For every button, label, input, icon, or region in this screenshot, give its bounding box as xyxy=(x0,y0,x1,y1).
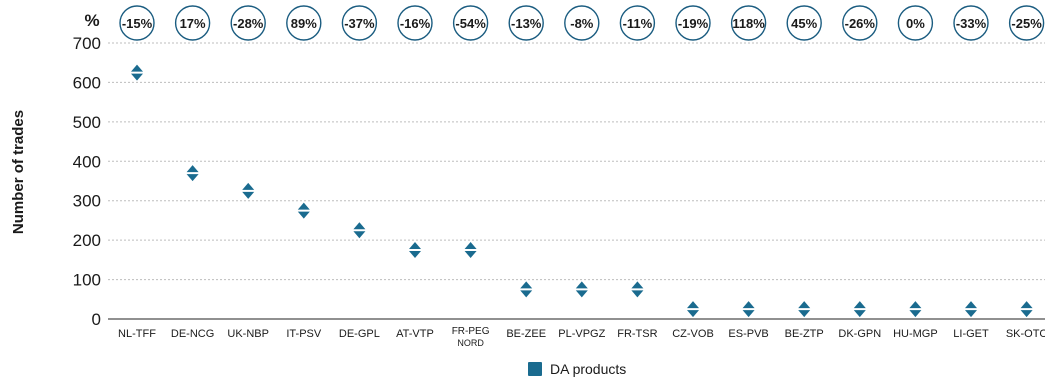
data-point xyxy=(687,301,699,318)
data-point xyxy=(520,281,533,298)
y-tick-label: 300 xyxy=(73,192,101,211)
percent-header: % xyxy=(84,11,99,30)
percent-change-label: 89% xyxy=(291,16,317,31)
y-tick-label: 500 xyxy=(73,113,101,132)
x-tick-label: BE-ZTP xyxy=(785,328,824,340)
x-tick-label: ES-PVB xyxy=(728,328,768,340)
x-tick-label: DK-GPN xyxy=(838,328,881,340)
x-tick-label: SK-OTC xyxy=(1006,328,1045,340)
percent-change-label: -16% xyxy=(400,16,431,31)
percent-change-circle xyxy=(341,5,378,41)
percent-change-circle xyxy=(786,5,822,41)
percent-change-label: -25% xyxy=(1011,16,1042,31)
percent-change-circle xyxy=(842,5,878,41)
percent-change-label: 0% xyxy=(906,16,925,31)
data-point xyxy=(798,301,811,318)
percent-change-circle xyxy=(397,5,433,41)
legend: DA products xyxy=(528,361,626,377)
data-point xyxy=(631,281,644,298)
y-tick-label: 0 xyxy=(92,310,101,329)
y-tick-label: 200 xyxy=(73,231,101,250)
percent-change-label: 45% xyxy=(791,16,817,31)
y-tick-label: 400 xyxy=(73,152,101,171)
percent-change-label: -28% xyxy=(233,16,264,31)
x-tick-label: PL-VPGZ xyxy=(558,328,605,340)
x-tick-label: BE-ZEE xyxy=(506,328,546,340)
x-tick-labels: NL-TFF DE-NCG UK-NBP IT-PSV DE-GPL AT-VTP FR-P… xyxy=(118,326,1045,348)
percent-change-circle xyxy=(564,5,600,41)
percent-change-label: -54% xyxy=(455,16,486,31)
percent-change-circle xyxy=(452,5,489,41)
data-point xyxy=(742,301,755,318)
percent-change-label: -15% xyxy=(122,16,153,31)
percent-change-circle xyxy=(1008,5,1045,41)
y-axis-label: Number of trades xyxy=(10,110,27,234)
data-point xyxy=(853,301,866,318)
percent-change-circle xyxy=(508,5,544,41)
y-ticks: 0 100 200 300 400 500 600 700 xyxy=(73,34,101,329)
percent-change-circle xyxy=(897,5,934,41)
legend-swatch xyxy=(528,362,542,376)
percent-change-circle xyxy=(174,5,211,41)
percent-change-label: -37% xyxy=(344,16,375,31)
percent-change-label: -26% xyxy=(845,16,876,31)
x-tick-label: FR-TSR xyxy=(617,328,657,340)
x-tick-label: CZ-VOB xyxy=(672,328,714,340)
data-point xyxy=(186,165,199,182)
percent-change-circle xyxy=(675,5,711,41)
data-points xyxy=(131,64,1033,318)
percent-change-circle xyxy=(730,5,767,41)
percent-change-circle xyxy=(119,5,155,41)
x-tick-label: IT-PSV xyxy=(286,328,322,340)
percent-change-label: 17% xyxy=(180,16,206,31)
x-tick-label: AT-VTP xyxy=(396,328,434,340)
percent-change-label: -33% xyxy=(956,16,987,31)
data-point xyxy=(353,222,366,239)
percent-change-circle xyxy=(230,5,266,41)
y-tick-label: 100 xyxy=(73,271,101,290)
data-point xyxy=(909,301,922,318)
percent-change-label: -8% xyxy=(570,16,594,31)
percent-change-label: 118% xyxy=(732,16,765,31)
percent-change-label: -11% xyxy=(623,16,653,31)
data-point xyxy=(575,281,588,298)
percent-change-row: -15% 17% -28% 89% -37% -16% -54% -13% -8% -11% -19… xyxy=(119,5,1045,41)
data-point xyxy=(965,301,977,318)
percent-change-circle xyxy=(619,5,656,41)
y-tick-label: 700 xyxy=(73,34,101,53)
legend-label: DA products xyxy=(550,361,626,377)
data-point xyxy=(409,242,421,258)
percent-change-label: -13% xyxy=(511,16,542,31)
x-tick-label: NL-TFF xyxy=(118,328,156,340)
x-tick-label: FR-PEG NORD xyxy=(452,326,490,348)
x-tick-label: HU-MGP xyxy=(893,328,938,340)
data-point xyxy=(1020,301,1033,318)
y-tick-label: 600 xyxy=(73,73,101,92)
data-point xyxy=(242,182,255,199)
x-tick-label: LI-GET xyxy=(953,328,989,340)
x-tick-label: UK-NBP xyxy=(227,328,269,340)
x-tick-label: DE-GPL xyxy=(339,328,380,340)
grid xyxy=(108,42,1045,320)
data-point xyxy=(464,242,477,258)
percent-change-label: -19% xyxy=(678,16,709,31)
percent-change-circle xyxy=(953,5,989,41)
x-tick-label: DE-NCG xyxy=(171,328,214,340)
data-point xyxy=(297,202,310,219)
percent-change-circle xyxy=(286,5,322,41)
data-point xyxy=(131,64,143,81)
